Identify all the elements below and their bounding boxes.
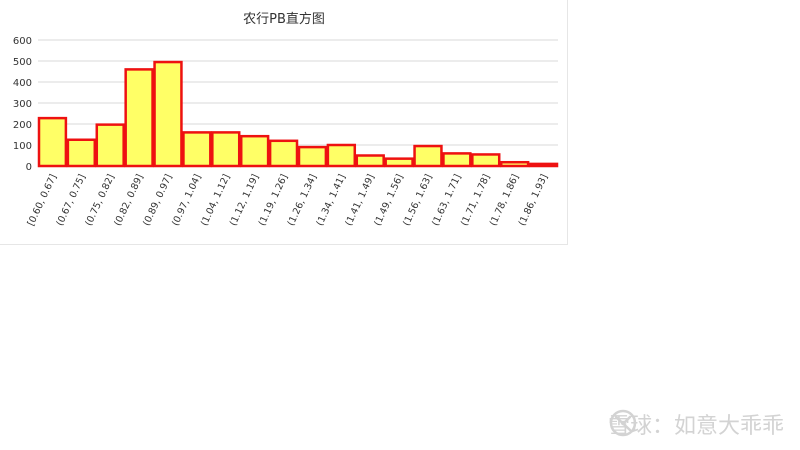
x-tick-label: (1.26, 1.34]	[286, 173, 320, 228]
y-tick-label: 400	[13, 78, 32, 89]
snowball-logo-icon	[609, 409, 637, 437]
bar	[153, 60, 183, 168]
y-axis-ticks: 0 100 200 300 400 500 600	[13, 36, 32, 173]
bar	[239, 134, 270, 168]
x-tick-label: (1.63, 1.71]	[430, 173, 464, 228]
y-tick-label: 300	[13, 99, 32, 110]
x-tick-label: (1.71, 1.78]	[459, 173, 493, 228]
y-tick-label: 200	[13, 120, 32, 131]
bar	[297, 145, 328, 168]
x-tick-label: (0.97, 1.04]	[170, 173, 204, 228]
x-tick-label: [0.60, 0.67]	[26, 173, 60, 228]
bar	[182, 131, 212, 168]
bar	[384, 157, 414, 168]
bar	[499, 160, 530, 168]
bar	[528, 162, 559, 168]
x-tick-label: (1.41, 1.49]	[343, 173, 377, 228]
x-tick-label: (0.75, 0.82]	[83, 173, 117, 228]
bar	[471, 153, 501, 168]
x-tick-label: (0.67, 0.75]	[55, 173, 89, 228]
x-tick-label: (1.49, 1.56]	[372, 173, 406, 228]
x-tick-label: (1.04, 1.12]	[199, 173, 233, 228]
x-tick-label: (1.56, 1.63]	[401, 173, 435, 228]
bar	[66, 138, 97, 168]
bar	[211, 131, 241, 168]
y-tick-label: 500	[13, 57, 32, 68]
histogram-chart: 农行PB直方图 0 100 200 300 400 500 600 [0.60, 0.67]…	[13, 11, 559, 228]
bar	[268, 139, 299, 168]
x-tick-label: (1.19, 1.26]	[257, 173, 291, 228]
x-tick-label: (1.34, 1.41]	[315, 173, 349, 228]
x-axis-ticks: [0.60, 0.67](0.67, 0.75](0.75, 0.82](0.8…	[26, 173, 551, 228]
x-tick-label: (1.78, 1.86]	[488, 173, 522, 228]
watermark-text: 雪球：如意大乖乖	[607, 414, 784, 439]
bar	[95, 123, 125, 168]
y-tick-label: 0	[26, 162, 32, 173]
bar	[326, 143, 357, 168]
bar	[442, 152, 472, 168]
x-tick-label: (1.12, 1.19]	[228, 173, 262, 228]
chart-panel: 农行PB直方图 0 100 200 300 400 500 600 [0.60, 0.67]…	[0, 0, 568, 245]
x-tick-label: (1.86, 1.93]	[517, 173, 551, 228]
watermark: 雪球：如意大乖乖	[608, 408, 784, 440]
bar	[355, 154, 385, 168]
bar	[37, 116, 68, 168]
chart-title: 农行PB直方图	[243, 11, 325, 27]
x-tick-label: (0.82, 0.89]	[112, 173, 146, 228]
bar	[124, 68, 154, 168]
y-tick-label: 100	[13, 141, 32, 152]
bars	[37, 60, 559, 168]
y-tick-label: 600	[13, 36, 32, 47]
bar	[413, 144, 443, 168]
x-tick-label: (0.89, 0.97]	[141, 173, 175, 228]
